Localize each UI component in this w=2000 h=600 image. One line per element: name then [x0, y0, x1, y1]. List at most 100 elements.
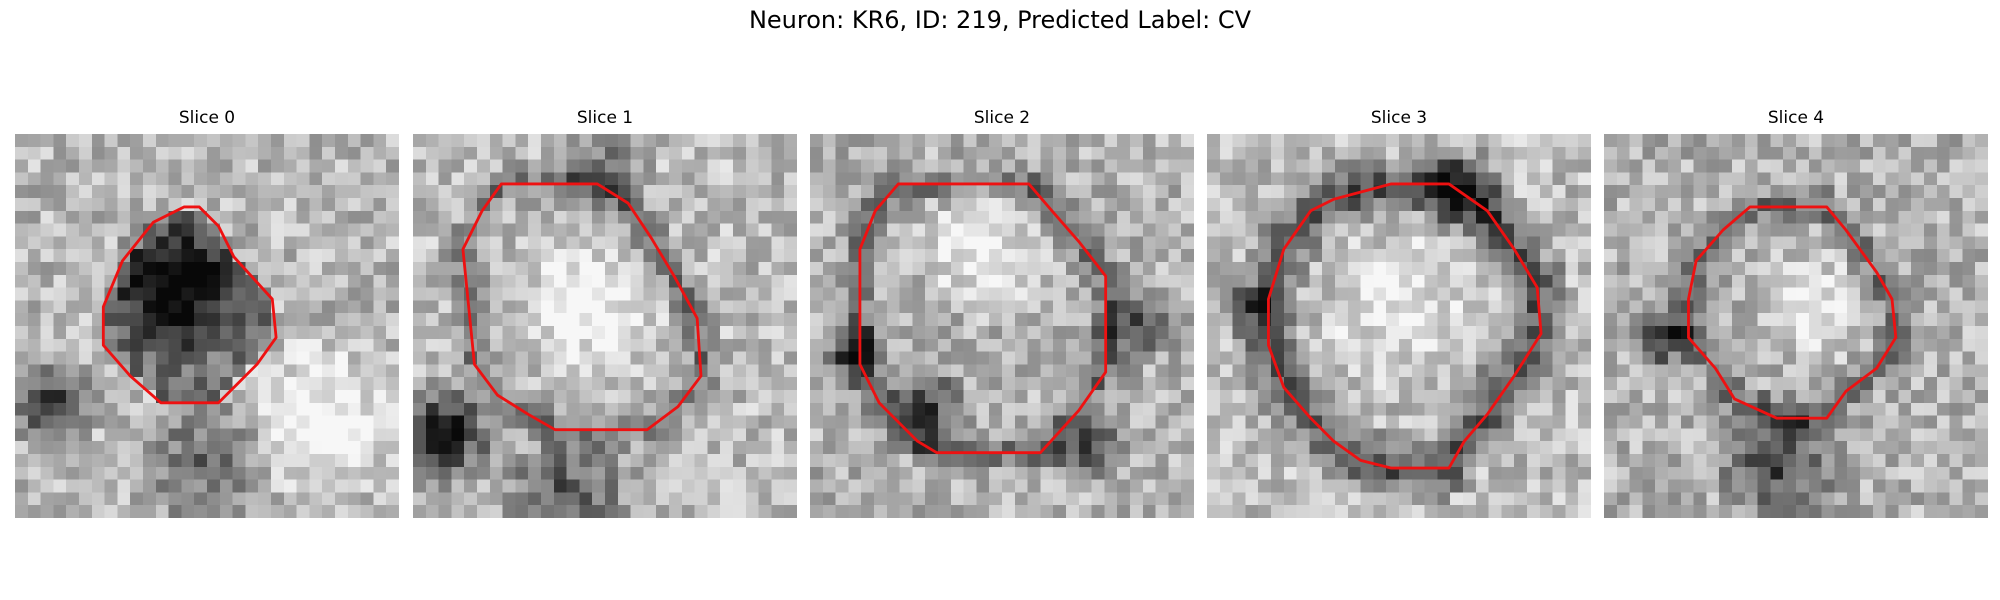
pixel	[1885, 236, 1899, 250]
pixel	[1757, 262, 1771, 276]
pixel	[413, 262, 427, 276]
pixel	[1373, 159, 1387, 173]
pixel	[1117, 146, 1131, 160]
pixel	[1117, 428, 1131, 442]
pixel	[104, 223, 118, 237]
pixel	[40, 466, 54, 480]
pixel	[1014, 249, 1028, 263]
pixel	[1117, 390, 1131, 404]
pixel	[1411, 313, 1425, 327]
pixel	[771, 415, 785, 429]
pixel	[451, 172, 465, 186]
pixel	[1693, 454, 1707, 468]
pixel	[15, 313, 29, 327]
pixel	[1245, 236, 1259, 250]
pixel	[1604, 236, 1618, 250]
pixel	[694, 146, 708, 160]
pixel	[155, 364, 169, 378]
pixel	[579, 262, 593, 276]
pixel	[1872, 402, 1886, 416]
pixel	[117, 146, 131, 160]
pixel	[1424, 210, 1438, 224]
pixel	[553, 364, 567, 378]
pixel	[245, 223, 259, 237]
pixel	[1296, 492, 1310, 506]
pixel	[360, 274, 374, 288]
pixel	[1463, 146, 1477, 160]
pixel	[1360, 287, 1374, 301]
pixel	[1335, 236, 1349, 250]
pixel	[1783, 454, 1797, 468]
pixel	[1565, 146, 1579, 160]
pixel	[1770, 262, 1784, 276]
pixel	[745, 313, 759, 327]
pixel	[1501, 479, 1515, 493]
pixel	[335, 249, 349, 263]
pixel	[1757, 210, 1771, 224]
pixel	[117, 134, 131, 148]
pixel	[643, 505, 657, 518]
pixel	[1309, 479, 1323, 493]
pixel	[245, 287, 259, 301]
pixel	[1808, 313, 1822, 327]
pixel	[592, 236, 606, 250]
pixel	[1565, 364, 1579, 378]
pixel	[1719, 236, 1733, 250]
pixel	[1706, 492, 1720, 506]
pixel	[1924, 377, 1938, 391]
pixel	[848, 236, 862, 250]
pixel	[373, 236, 387, 250]
pixel	[835, 492, 849, 506]
pixel	[1847, 262, 1861, 276]
pixel	[553, 326, 567, 340]
pixel	[592, 326, 606, 340]
pixel	[630, 249, 644, 263]
pixel	[1245, 274, 1259, 288]
pixel	[1898, 185, 1912, 199]
pixel	[1181, 415, 1194, 429]
pixel	[1680, 198, 1694, 212]
pixel	[1399, 466, 1413, 480]
pixel	[1347, 441, 1361, 455]
pixel	[1283, 146, 1297, 160]
pixel	[1616, 185, 1630, 199]
pixel	[617, 326, 631, 340]
pixel	[40, 338, 54, 352]
pixel	[1565, 262, 1579, 276]
pixel	[1655, 428, 1669, 442]
pixel	[771, 428, 785, 442]
pixel	[1296, 377, 1310, 391]
pixel	[784, 441, 797, 455]
pixel	[1258, 454, 1272, 468]
pixel	[976, 454, 990, 468]
pixel	[1552, 492, 1566, 506]
pixel	[27, 492, 41, 506]
pixel	[1155, 210, 1169, 224]
pixel	[553, 185, 567, 199]
pixel	[1668, 287, 1682, 301]
pixel	[1975, 505, 1988, 518]
pixel	[1911, 262, 1925, 276]
pixel	[1014, 223, 1028, 237]
pixel	[1629, 505, 1643, 518]
pixel	[733, 249, 747, 263]
pixel	[1373, 338, 1387, 352]
pixel	[335, 454, 349, 468]
pixel	[989, 287, 1003, 301]
pixel	[1411, 441, 1425, 455]
pixel	[1924, 223, 1938, 237]
pixel	[1655, 466, 1669, 480]
pixel	[1091, 159, 1105, 173]
pixel	[309, 479, 323, 493]
pixel	[848, 159, 862, 173]
pixel	[27, 172, 41, 186]
pixel	[1975, 274, 1988, 288]
pixel	[1232, 185, 1246, 199]
pixel	[1539, 441, 1553, 455]
pixel	[79, 415, 93, 429]
pixel	[258, 377, 272, 391]
pixel	[1373, 300, 1387, 314]
pixel	[219, 505, 233, 518]
pixel	[1181, 198, 1194, 212]
pixel	[1770, 505, 1784, 518]
